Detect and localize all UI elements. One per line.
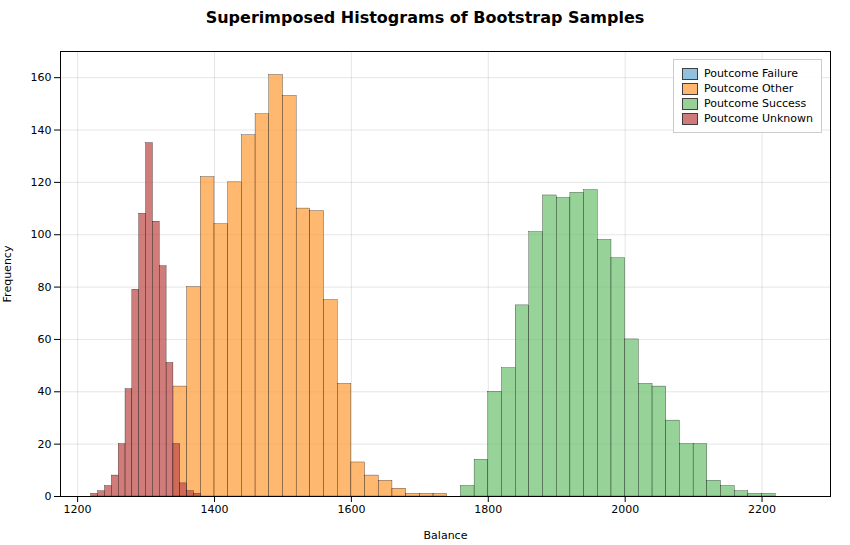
html-text:Poutcome Failure: Poutcome Failure — [703, 67, 799, 80]
svg-text:2200: 2200 — [748, 503, 776, 516]
svg-text:0: 0 — [45, 490, 52, 503]
svg-text:Balance: Balance — [424, 529, 468, 542]
svg-text:Frequency: Frequency — [1, 245, 14, 302]
svg-text:100: 100 — [31, 228, 52, 241]
html-text:Superimposed Histograms of Boo: Superimposed Histograms of Bootstrap Sam… — [205, 8, 645, 27]
svg-text:1400: 1400 — [201, 503, 229, 516]
html-text:Poutcome Unknown: Poutcome Unknown — [703, 112, 813, 125]
svg-text:120: 120 — [31, 176, 52, 189]
svg-text:2000: 2000 — [611, 503, 639, 516]
svg-text:20: 20 — [38, 438, 52, 451]
svg-text:80: 80 — [38, 281, 52, 294]
svg-text:160: 160 — [31, 71, 52, 84]
svg-text:1600: 1600 — [337, 503, 365, 516]
svg-text:60: 60 — [38, 333, 52, 346]
svg-text:1800: 1800 — [474, 503, 502, 516]
svg-text:1200: 1200 — [64, 503, 92, 516]
svg-text:140: 140 — [31, 124, 52, 137]
svg-text:40: 40 — [38, 385, 52, 398]
html-text:Poutcome Other: Poutcome Other — [703, 82, 794, 95]
html-text:Poutcome Success: Poutcome Success — [703, 97, 807, 110]
